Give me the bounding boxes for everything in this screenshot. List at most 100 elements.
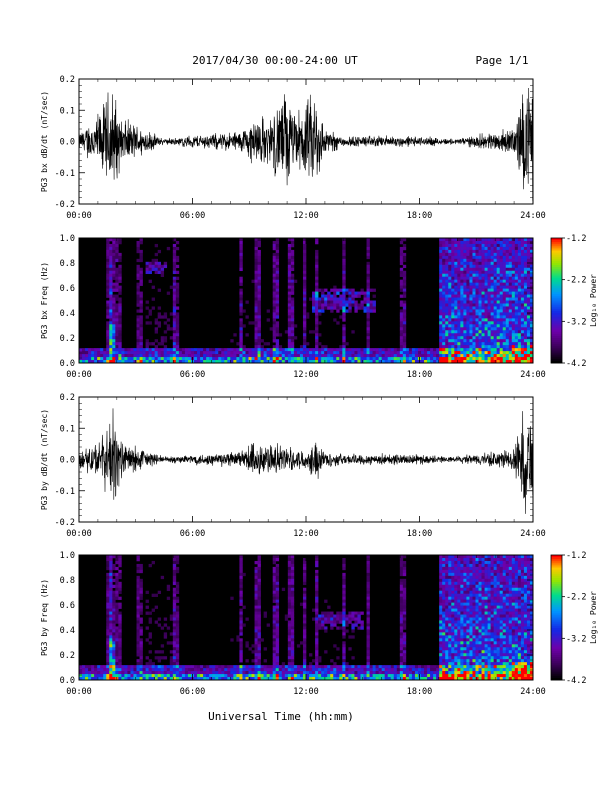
heatmap-cell [290,252,295,257]
heatmap-cell [324,599,328,603]
heatmap-cell [109,674,113,678]
heatmap-cell [457,321,461,325]
heatmap-cell [139,632,143,636]
heatmap-cell [248,674,252,678]
heatmap-cell [224,348,228,352]
heatmap-cell [333,288,337,292]
heatmap-cell [136,339,140,343]
heatmap-cell [130,348,134,352]
heatmap-cell [490,255,494,260]
heatmap-cell [451,342,455,346]
heatmap-cell [175,671,180,675]
heatmap-cell [272,653,277,657]
heatmap-cell [239,620,243,624]
heatmap-cell [302,249,307,254]
heatmap-cell [514,360,519,364]
heatmap-cell [372,300,376,304]
heatmap-cell [254,240,258,245]
heatmap-cell [523,279,528,283]
heatmap-cell [454,238,458,242]
heatmap-cell [433,351,437,355]
heatmap-cell [239,336,243,340]
heatmap-cell [260,665,264,669]
heatmap-cell [472,315,476,319]
heatmap-cell [290,632,295,636]
heatmap-cell [348,309,352,313]
heatmap-cell [475,288,479,292]
heatmap-cell [275,354,280,358]
heatmap-cell [139,282,143,286]
heatmap-cell [315,614,319,618]
heatmap-cell [342,644,346,648]
heatmap-cell [130,671,134,675]
heatmap-cell [290,578,295,583]
heatmap-cell [411,360,416,364]
heatmap-cell [405,665,410,669]
heatmap-cell [399,351,404,355]
heatmap-cell [324,306,328,310]
heatmap-cell [175,626,180,630]
heatmap-cell [115,626,119,630]
heatmap-cell [457,336,461,340]
heatmap-cell [475,318,479,322]
heatmap-cell [481,297,485,301]
heatmap-cell [402,279,407,283]
heatmap-cell [399,282,404,286]
heatmap-cell [239,243,243,248]
heatmap-cell [445,300,449,304]
heatmap-cell [115,641,119,645]
heatmap-cell [172,327,177,331]
heatmap-cell [109,575,113,580]
heatmap-cell [529,345,534,349]
heatmap-cell [487,306,491,310]
heatmap-cell [399,611,404,615]
heatmap-cell [484,261,488,266]
heatmap-cell [354,306,358,310]
heatmap-cell [457,569,461,574]
heatmap-cell [263,668,267,672]
heatmap-cell [172,620,177,624]
heatmap-cell [257,635,261,639]
heatmap-cell [451,602,455,606]
heatmap-cell [493,279,497,283]
heatmap-cell [414,360,419,364]
heatmap-cell [366,267,370,272]
heatmap-cell [112,665,116,669]
heatmap-cell [272,258,277,263]
heatmap-cell [315,659,319,663]
heatmap-cell [463,309,467,313]
heatmap-cell [315,599,319,603]
heatmap-cell [430,668,434,672]
heatmap-cell [181,354,186,358]
heatmap-cell [115,653,119,657]
heatmap-cell [172,264,177,269]
heatmap-cell [469,270,473,275]
heatmap-cell [275,614,280,618]
heatmap-cell [272,348,277,352]
heatmap-cell [278,345,283,349]
heatmap-cell [275,608,280,612]
heatmap-cell [272,557,277,562]
heatmap-cell [342,324,346,328]
heatmap-cell [112,246,116,251]
heatmap-cell [457,252,461,257]
heatmap-cell [309,360,313,364]
y-tick-label: 0.1 [60,106,75,116]
heatmap-cell [442,249,446,254]
heatmap-cell [239,677,243,681]
heatmap-cell [375,354,379,358]
heatmap-cell [272,656,277,660]
heatmap-cell [514,285,519,289]
heatmap-cell [529,333,534,337]
heatmap-cell [469,339,473,343]
heatmap-cell [354,294,358,298]
heatmap-cell [475,300,479,304]
heatmap-cell [502,285,507,289]
heatmap-cell [399,635,404,639]
heatmap-cell [387,348,392,352]
heatmap-cell [272,626,277,630]
heatmap-cell [439,267,443,272]
heatmap-cell [469,252,473,257]
heatmap-cell [517,336,522,340]
heatmap-cell [399,336,404,340]
